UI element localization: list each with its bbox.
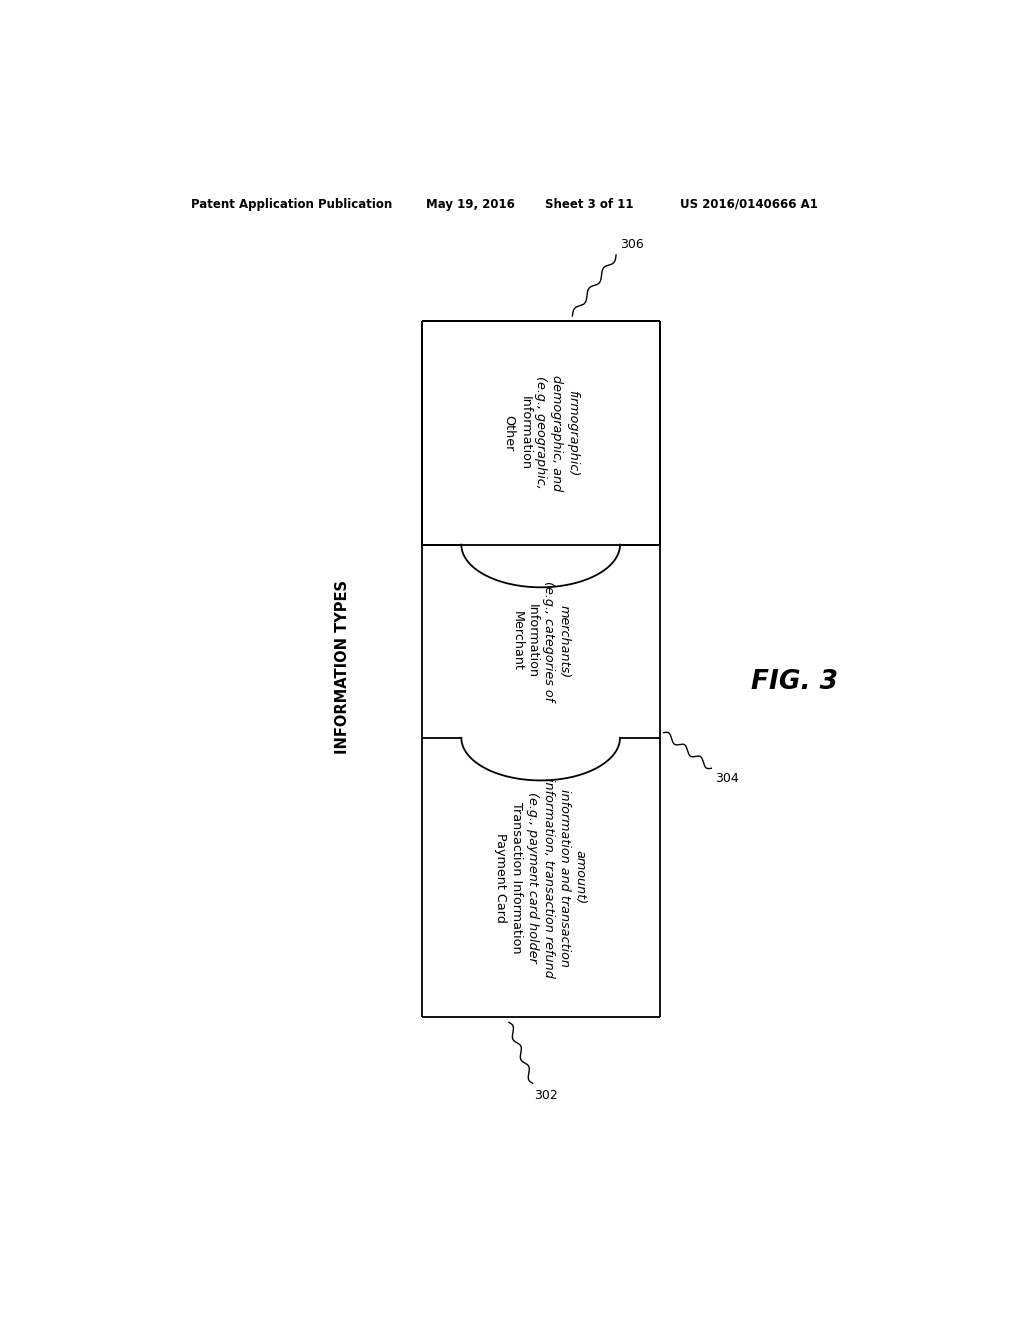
Text: Information: Information	[526, 605, 540, 678]
Text: information and transaction: information and transaction	[558, 788, 571, 966]
Text: merchants): merchants)	[558, 605, 571, 677]
Text: 306: 306	[620, 238, 644, 251]
Text: 302: 302	[535, 1089, 558, 1102]
Text: demographic, and: demographic, and	[550, 375, 563, 491]
Text: (e.g., geographic,: (e.g., geographic,	[535, 376, 547, 490]
Text: 304: 304	[716, 772, 739, 785]
Text: Other: Other	[503, 414, 515, 451]
Text: Transaction Information: Transaction Information	[510, 801, 523, 953]
Text: May 19, 2016: May 19, 2016	[426, 198, 514, 211]
Text: INFORMATION TYPES: INFORMATION TYPES	[335, 579, 350, 754]
Text: Payment Card: Payment Card	[495, 833, 508, 923]
Text: Merchant: Merchant	[510, 611, 523, 671]
Text: Information: Information	[518, 396, 531, 470]
Text: FIG. 3: FIG. 3	[752, 669, 838, 694]
Text: firmographic): firmographic)	[566, 389, 579, 477]
Text: amount): amount)	[573, 850, 587, 904]
Text: Sheet 3 of 11: Sheet 3 of 11	[545, 198, 633, 211]
Text: (e.g., payment card holder: (e.g., payment card holder	[526, 792, 540, 962]
Text: Patent Application Publication: Patent Application Publication	[191, 198, 393, 211]
Text: US 2016/0140666 A1: US 2016/0140666 A1	[680, 198, 817, 211]
Text: (e.g., categories of: (e.g., categories of	[542, 581, 555, 701]
Text: information, transaction refund: information, transaction refund	[542, 777, 555, 977]
